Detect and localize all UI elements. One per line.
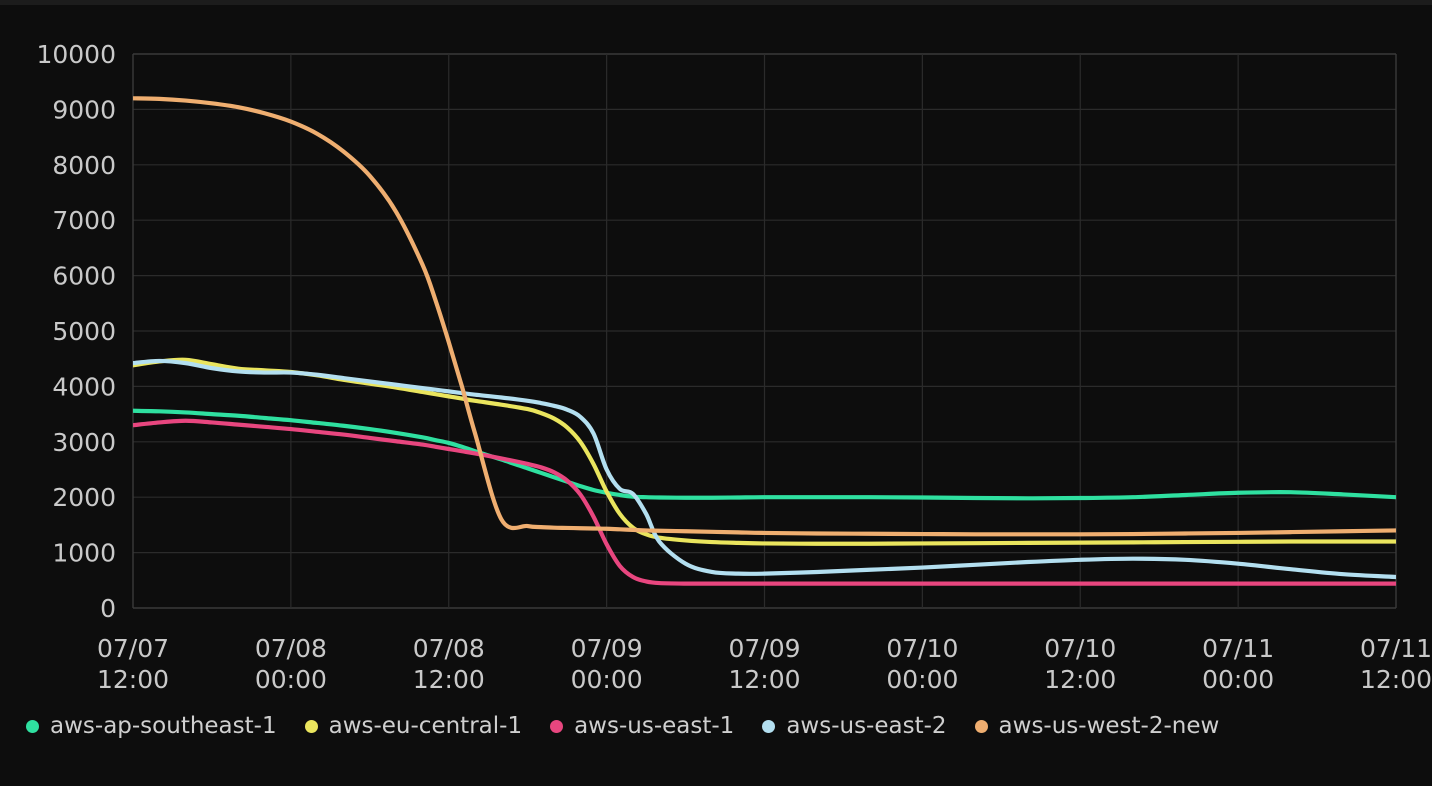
series-group — [133, 96, 1396, 586]
series-line — [133, 358, 1396, 580]
legend-color-dot-icon — [26, 719, 39, 733]
x-axis-tick-date: 07/11 — [1202, 634, 1274, 663]
y-axis-tick-label: 5000 — [52, 317, 116, 346]
y-axis-tick-label: 9000 — [52, 95, 116, 124]
legend-color-dot-icon — [974, 719, 988, 733]
legend-item[interactable]: aws-us-east-1 — [550, 713, 734, 739]
x-axis-tick-time: 12:00 — [97, 665, 169, 694]
legend-item[interactable]: aws-us-east-2 — [762, 713, 947, 739]
x-axis-tick-date: 07/10 — [886, 634, 958, 663]
legend-item-label: aws-us-east-2 — [786, 713, 947, 739]
x-axis-tick-time: 12:00 — [1360, 665, 1432, 694]
x-axis-tick-time: 00:00 — [571, 665, 643, 694]
plot-area: 0 1000 2000 3000 4000 5000 6000 7000 8000 9000 100… — [36, 40, 1432, 694]
x-axis-tick-date: 07/07 — [97, 634, 169, 663]
y-axis-tick-label: 2000 — [52, 483, 116, 512]
x-axis-tick-date: 07/11 — [1360, 634, 1432, 663]
x-axis-tick-time: 12:00 — [728, 665, 800, 694]
x-axis-tick-time: 12:00 — [1044, 665, 1116, 694]
legend-item[interactable]: aws-eu-central-1 — [304, 713, 523, 739]
legend-item-label: aws-ap-southeast-1 — [50, 713, 277, 739]
x-axis-tick-date: 07/08 — [255, 634, 327, 663]
legend-color-dot-icon — [304, 719, 318, 733]
series-line — [133, 96, 1396, 537]
x-axis-tick-time: 12:00 — [413, 665, 485, 694]
legend-item[interactable]: aws-ap-southeast-1 — [26, 713, 277, 739]
series-line — [133, 418, 1396, 586]
window-top-edge — [0, 0, 1432, 5]
time-series-chart: 0 1000 2000 3000 4000 5000 6000 7000 8000 9000 100… — [36, 40, 1432, 694]
y-axis-tick-label: 8000 — [52, 151, 116, 180]
legend-item[interactable]: aws-us-west-2-new — [974, 713, 1220, 739]
x-axis-tick-time: 00:00 — [255, 665, 327, 694]
legend-item-label: aws-eu-central-1 — [328, 713, 523, 739]
x-axis-tick-date: 07/09 — [728, 634, 800, 663]
x-axis-tick-date: 07/10 — [1044, 634, 1116, 663]
series-line — [133, 408, 1396, 501]
y-axis-tick-label: 0 — [100, 594, 116, 623]
y-axis-tick-label: 6000 — [52, 262, 116, 291]
legend-item-label: aws-us-west-2-new — [998, 713, 1220, 739]
chart-legend: aws-ap-southeast-1 aws-eu-central-1 aws-us… — [26, 713, 1247, 739]
y-axis-tick-label: 4000 — [52, 372, 116, 401]
legend-color-dot-icon — [762, 719, 776, 733]
x-axis-tick-date: 07/08 — [413, 634, 485, 663]
y-axis-tick-label: 3000 — [52, 428, 116, 457]
x-axis-tick-time: 00:00 — [886, 665, 958, 694]
x-axis-tick-date: 07/09 — [571, 634, 643, 663]
legend-item-label: aws-us-east-1 — [574, 713, 735, 739]
y-axis-tick-label: 1000 — [52, 539, 116, 568]
y-axis-tick-label: 7000 — [52, 206, 116, 235]
x-axis-tick-time: 00:00 — [1202, 665, 1274, 694]
y-axis-tick-label: 10000 — [36, 40, 116, 69]
legend-color-dot-icon — [550, 719, 564, 733]
